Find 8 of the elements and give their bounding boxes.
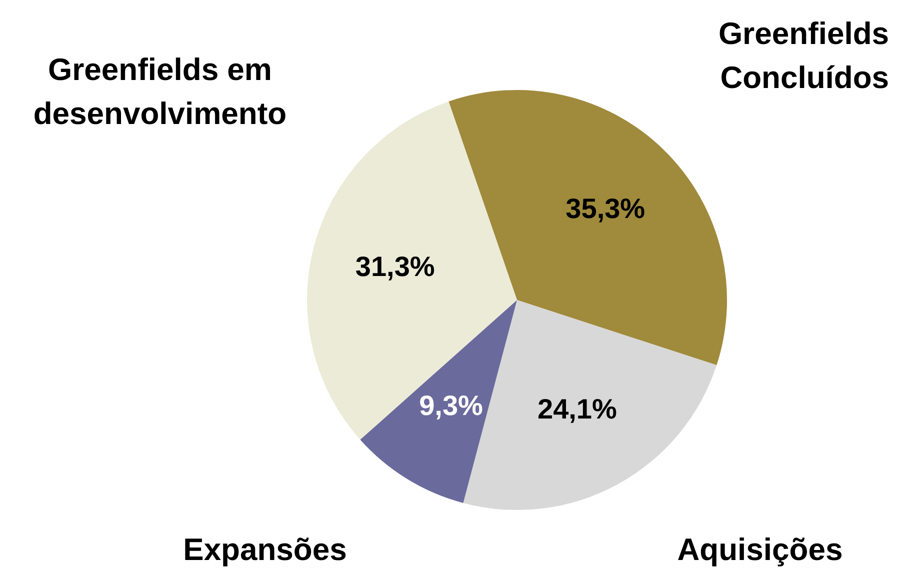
data-label: 24,1% <box>537 393 617 424</box>
data-label: 35,3% <box>566 192 646 224</box>
slice-label: Expansões <box>182 531 348 569</box>
data-label: 31,3% <box>355 250 435 282</box>
slice-label: Greenfields em desenvolvimento <box>32 51 288 133</box>
slice-label: Greenfields Concluídos <box>717 15 889 97</box>
data-label: 9,3% <box>419 390 484 422</box>
slice-label: Aquisições <box>676 531 844 569</box>
